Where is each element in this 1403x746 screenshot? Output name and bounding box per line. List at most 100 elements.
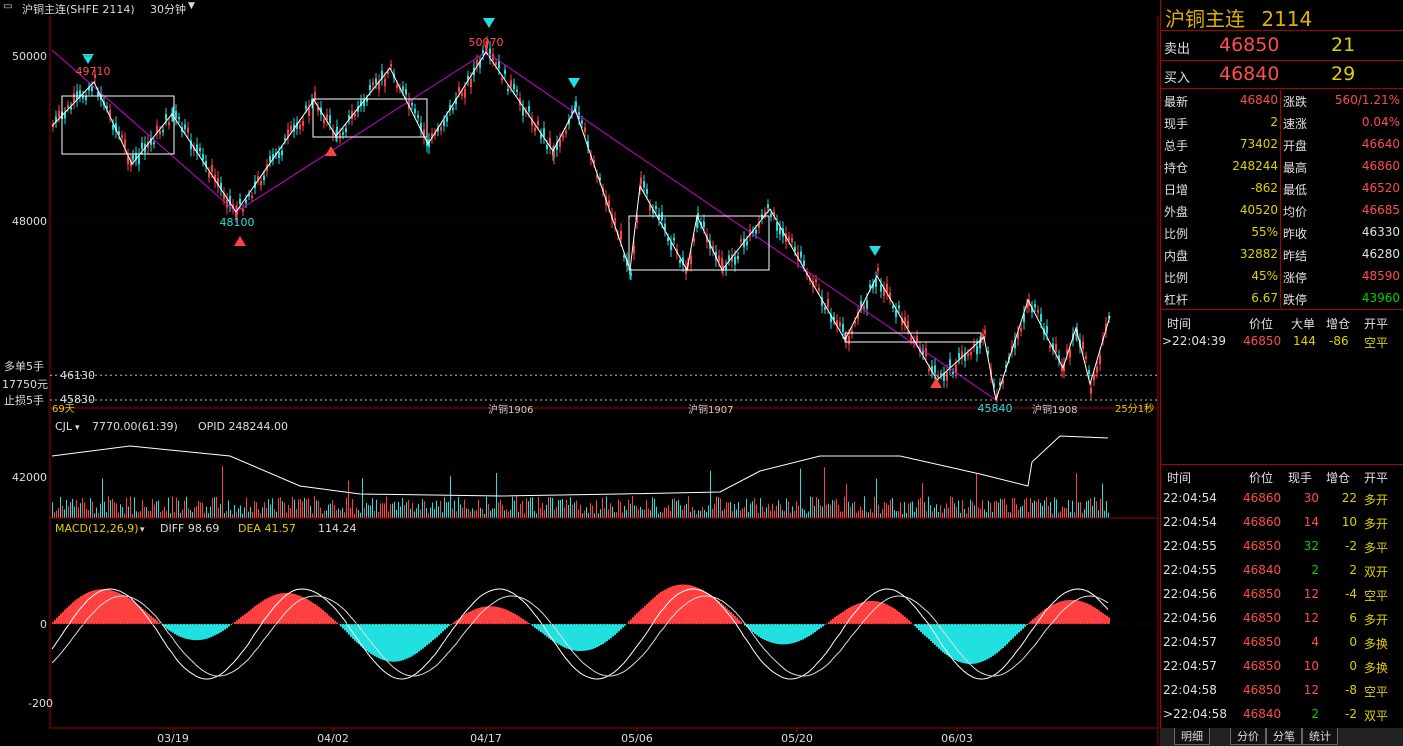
macd-bar [88, 591, 90, 624]
macd-bar [688, 584, 690, 624]
countdown-label: 25分1秒 [1115, 402, 1154, 415]
chevron-down-icon[interactable]: ▼ [188, 1, 195, 11]
candle-body [390, 64, 392, 67]
tick-type: 多开 [1364, 517, 1389, 531]
candle-body [863, 306, 865, 310]
macd-bar [838, 614, 840, 624]
volume-bar [592, 505, 593, 518]
volume-bar [1072, 500, 1073, 518]
candle-body [734, 256, 736, 265]
candle-body [661, 212, 663, 221]
candle-body [109, 109, 111, 117]
volume-bar [822, 506, 823, 518]
candle-body [326, 114, 328, 121]
candle-body [907, 321, 909, 329]
tick-chg: 0 [1349, 635, 1357, 649]
macd-indicator[interactable]: MACD(12,26,9) [55, 522, 139, 535]
volume-bar [562, 498, 563, 518]
tab-ticks[interactable]: 分笔 [1266, 728, 1302, 745]
volume-bar [874, 496, 875, 518]
volume-bar [842, 511, 843, 518]
macd-bar [520, 617, 522, 624]
volume-bar [348, 480, 349, 518]
candle-body [922, 349, 924, 355]
volume-bar [954, 503, 955, 518]
tick-row[interactable]: 22:04:54 46860 30 22 多开 [1161, 488, 1403, 510]
volume-bar [198, 501, 199, 518]
macd-bar [754, 624, 756, 634]
tick-row[interactable]: >22:04:58 46840 2 -2 双平 [1161, 704, 1403, 726]
macd-bar [986, 624, 988, 660]
tick-row[interactable]: 22:04:55 46850 32 -2 多平 [1161, 536, 1403, 558]
macd-bar [324, 611, 326, 624]
candle-body [242, 208, 244, 212]
volume-bar [468, 508, 469, 518]
tab-stats[interactable]: 统计 [1302, 728, 1338, 745]
tick-row[interactable]: 22:04:57 46850 10 0 多换 [1161, 656, 1403, 678]
candle-body [378, 81, 380, 90]
macd-bar [580, 624, 582, 652]
macd-bar [492, 606, 494, 624]
period-selector[interactable]: 30分钟 [150, 3, 186, 16]
tick-row[interactable]: 22:04:55 46840 2 2 双开 [1161, 560, 1403, 582]
volume-chevron-icon[interactable]: ▾ [75, 423, 80, 433]
macd-bar [1032, 619, 1034, 624]
macd-bar [118, 593, 120, 624]
candle-body [214, 174, 216, 182]
window-menu-icon[interactable]: ▭ [3, 1, 13, 12]
macd-bar [120, 593, 122, 624]
tick-row[interactable]: 22:04:56 46850 12 6 多开 [1161, 608, 1403, 630]
candle-body [584, 127, 586, 132]
stat-label: 持仓 [1164, 161, 1189, 175]
volume-bar [340, 510, 341, 518]
volume-bar [560, 500, 561, 518]
candle-body [345, 128, 347, 132]
tick-type: 多开 [1364, 613, 1389, 627]
macd-bar [512, 612, 514, 624]
macd-bar [1062, 600, 1064, 624]
volume-bar [972, 501, 973, 518]
macd-bar [320, 608, 322, 624]
volume-bar [846, 483, 847, 518]
tick-row[interactable]: 22:04:58 46850 12 -8 空平 [1161, 680, 1403, 702]
candle-body [970, 352, 972, 356]
macd-bar [452, 622, 454, 624]
volume-bar [634, 505, 635, 518]
macd-bar [292, 593, 294, 624]
tick-row[interactable]: 22:04:54 46860 14 10 多开 [1161, 512, 1403, 534]
macd-bar [538, 624, 540, 631]
volume-bar [122, 506, 123, 518]
big-order-row[interactable]: >22:04:39 46850 144 -86 空平 [1161, 331, 1403, 353]
macd-bar [526, 621, 528, 624]
tick-time: 22:04:54 [1163, 491, 1217, 505]
candle-body [984, 330, 986, 334]
candle-body [1090, 387, 1092, 394]
macd-bar [856, 604, 858, 624]
candle-body [1049, 345, 1051, 348]
macd-bar [294, 594, 296, 624]
volume-bar [720, 498, 721, 518]
volume-bar [344, 512, 345, 518]
candle-body [889, 292, 891, 299]
volume-bar [818, 499, 819, 518]
tick-row[interactable]: 22:04:56 46850 12 -4 空平 [1161, 584, 1403, 606]
tick-row[interactable]: 22:04:57 46850 4 0 多换 [1161, 632, 1403, 654]
candle-body [112, 124, 114, 130]
volume-bar [324, 510, 325, 518]
volume-bar [454, 500, 455, 518]
candle-body [725, 265, 727, 271]
tab-detail[interactable]: 明细 [1174, 728, 1210, 745]
volume-indicator[interactable]: CJL [55, 420, 73, 433]
candle-body [593, 160, 595, 164]
volume-bar [398, 501, 399, 518]
macd-bar [946, 624, 948, 656]
macd-bar [762, 624, 764, 640]
tab-price[interactable]: 分价 [1230, 728, 1266, 745]
macd-chevron-icon[interactable]: ▾ [140, 525, 145, 535]
volume-bar [526, 498, 527, 518]
macd-diff: DIFF 98.69 [160, 522, 219, 535]
volume-bar [182, 509, 183, 518]
price-tick-label: 50000 [12, 50, 47, 63]
volume-bar [982, 499, 983, 518]
